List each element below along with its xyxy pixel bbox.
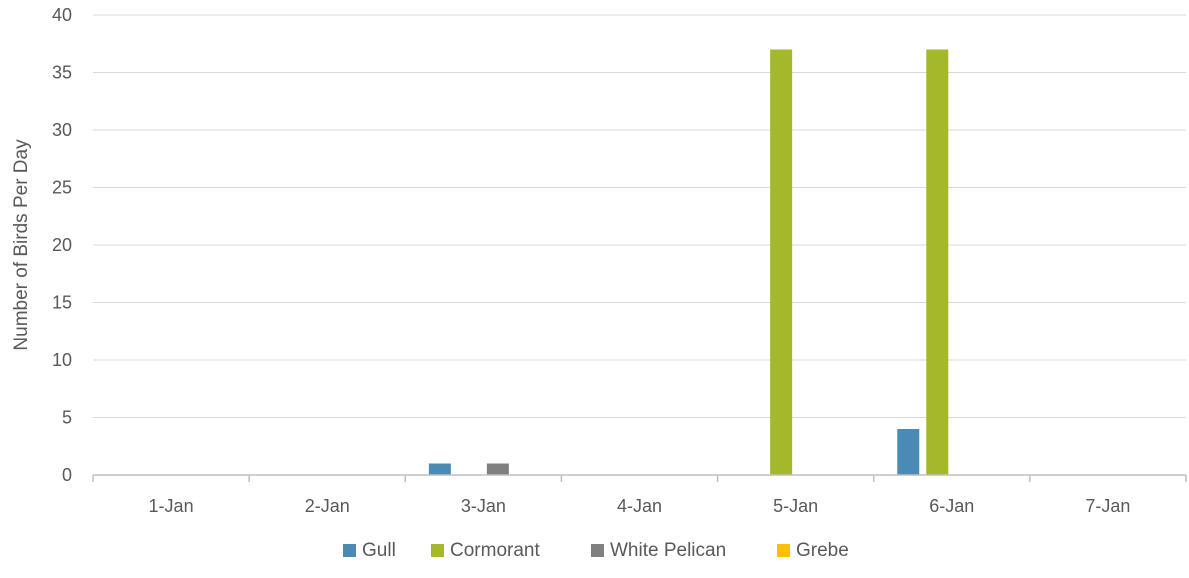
legend-swatch (591, 544, 604, 557)
bar-gull-6-jan (897, 429, 920, 475)
gridlines (93, 14, 1186, 418)
y-tick-label: 25 (52, 178, 72, 198)
bar-white-pelican-3-jan (486, 463, 509, 475)
legend: Gull Cormorant White Pelican Grebe (343, 540, 849, 561)
bar-cormorant-5-jan (770, 49, 793, 475)
y-tick-label: 15 (52, 293, 72, 313)
x-axis (92, 474, 1187, 482)
x-tick-label: 6-Jan (929, 496, 974, 516)
legend-item: Gull (343, 540, 396, 561)
x-tick-label: 2-Jan (305, 496, 350, 516)
legend-swatch (777, 544, 790, 557)
legend-label: White Pelican (610, 540, 726, 561)
y-axis-title: Number of Birds Per Day (11, 139, 32, 351)
legend-label: Grebe (796, 540, 849, 561)
legend-item: Grebe (777, 540, 849, 561)
y-tick-label: 10 (52, 350, 72, 370)
legend-item: White Pelican (591, 540, 726, 561)
bars (428, 49, 949, 475)
y-tick-label: 5 (62, 408, 72, 428)
bar-cormorant-6-jan (926, 49, 949, 475)
legend-swatch (343, 544, 356, 557)
x-tick-label: 4-Jan (617, 496, 662, 516)
y-tick-label: 35 (52, 63, 72, 83)
y-tick-label: 0 (62, 465, 72, 485)
x-axis-ticks: 1-Jan 2-Jan 3-Jan 4-Jan 5-Jan 6-Jan 7-Jan (149, 496, 1131, 516)
legend-label: Cormorant (450, 540, 540, 561)
bar-gull-3-jan (428, 463, 451, 475)
legend-label: Gull (362, 540, 396, 561)
legend-item: Cormorant (431, 540, 540, 561)
x-tick-label: 1-Jan (149, 496, 194, 516)
x-tick-label: 5-Jan (773, 496, 818, 516)
y-tick-label: 20 (52, 235, 72, 255)
legend-swatch (431, 544, 444, 557)
y-axis-ticks: 0 5 10 15 20 25 30 35 40 (52, 5, 72, 485)
y-tick-label: 30 (52, 120, 72, 140)
x-tick-label: 3-Jan (461, 496, 506, 516)
x-tick-label: 7-Jan (1085, 496, 1130, 516)
y-tick-label: 40 (52, 5, 72, 25)
